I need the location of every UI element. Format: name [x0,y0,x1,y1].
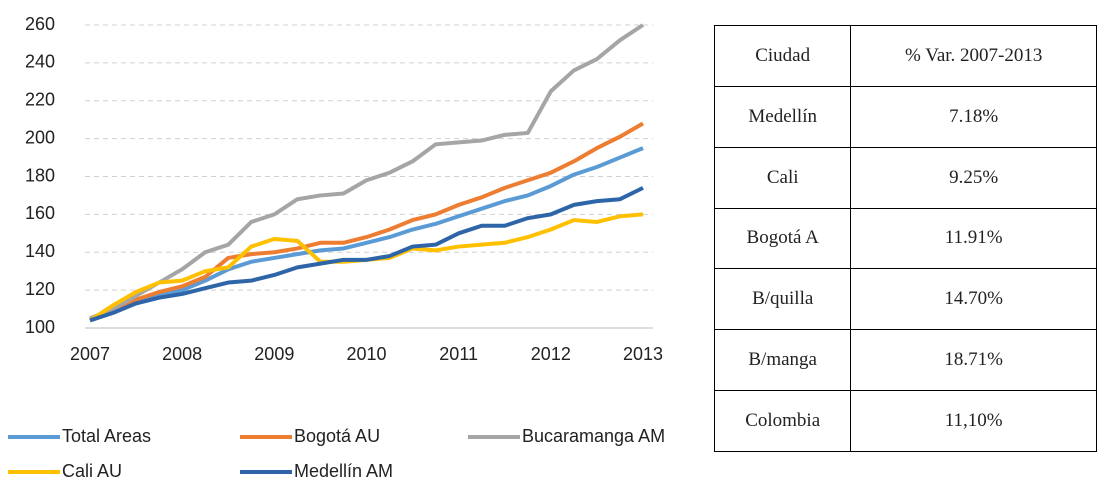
series-line [89,186,644,323]
y-tick-label: 180 [25,165,55,185]
x-tick-label: 2012 [531,344,571,364]
y-tick-label: 140 [25,241,55,261]
table-cell: Medellín [713,85,852,148]
table-cell: Ciudad [713,25,852,87]
table-cell: 9.25% [850,146,1097,209]
chart: 100 120 140 160 180 200 220 240 260 2007 2008 2009 2… [8,14,665,481]
table-row: Bogotá A 11.91% [713,207,1097,270]
y-tick-label: 160 [25,203,55,223]
legend-label: Bogotá AU [294,426,380,446]
table-cell: 7.18% [850,85,1097,148]
y-tick-label: 120 [25,279,55,299]
table-row: Medellín 7.18% [713,85,1097,148]
series-line [88,212,644,323]
table-cell: 18.71% [850,329,1097,392]
legend-label: Total Areas [62,426,151,446]
y-tick-label: 240 [25,52,55,72]
series-line [89,146,644,321]
legend-label: Medellín AM [294,461,393,481]
table-cell: 11,10% [850,390,1097,452]
x-tick-label: 2013 [623,344,663,364]
x-tick-label: 2007 [70,344,110,364]
y-tick-label: 100 [25,317,55,337]
table-row: B/quilla 14.70% [713,268,1097,331]
table-cell: 11.91% [850,207,1097,270]
x-tick-label: 2010 [346,344,386,364]
table-cell: % Var. 2007-2013 [850,25,1097,87]
legend-label: Cali AU [62,461,122,481]
y-tick-label: 220 [25,90,55,110]
table-row: B/manga 18.71% [713,329,1097,392]
table-cell: 14.70% [850,268,1097,331]
table-cell: Colombia [713,390,852,452]
table-row: Cali 9.25% [713,146,1097,209]
data-table: Ciudad% Var. 2007-2013 Medellín 7.18% Cali 9… [713,25,1097,452]
y-tick-label: 260 [25,14,55,34]
x-tick-label: 2009 [254,344,294,364]
table-cell: Bogotá A [713,207,852,270]
legend-label: Bucaramanga AM [522,426,665,446]
table-cell: B/manga [713,329,852,392]
x-tick-label: 2011 [439,344,478,364]
series-line [89,23,645,321]
table-header: Ciudad% Var. 2007-2013 [713,25,1097,87]
table-cell: B/quilla [713,268,852,331]
series-line [89,121,644,323]
y-tick-label: 200 [25,127,55,147]
table-cell: Cali [713,146,852,209]
table-row: Colombia 11,10% [713,390,1097,452]
x-tick-label: 2008 [162,344,202,364]
